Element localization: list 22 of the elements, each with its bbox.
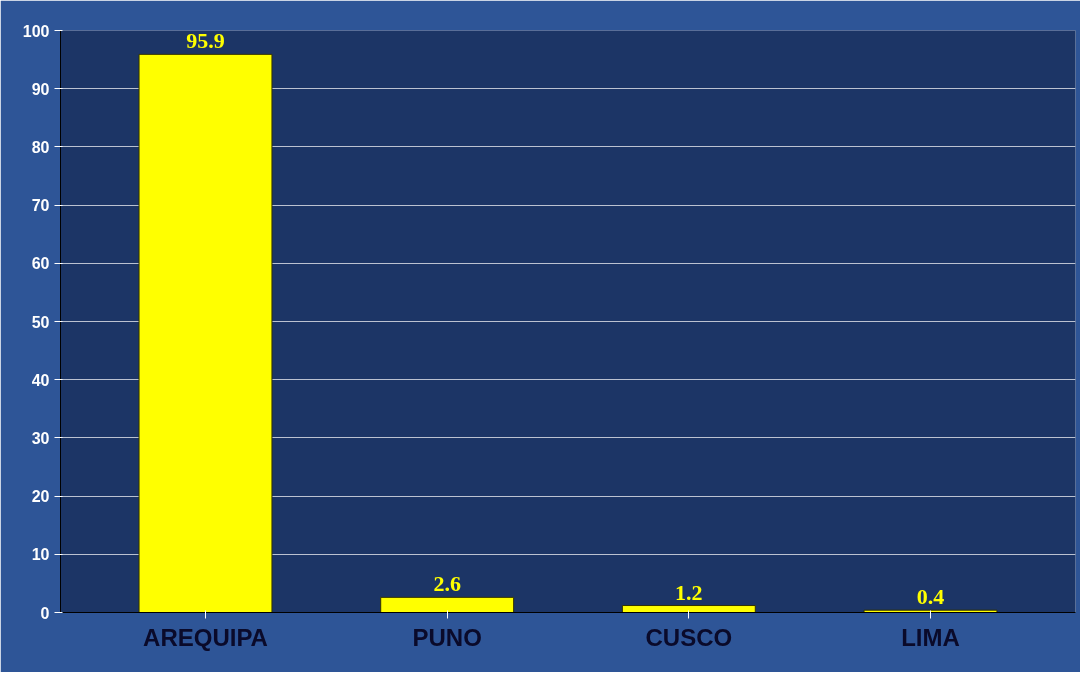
- y-tick-label: 0: [40, 604, 50, 622]
- bar: [621, 605, 756, 613]
- x-tick-label: PUNO: [412, 623, 482, 651]
- bar: [138, 53, 273, 613]
- data-label: 95.9: [186, 28, 225, 54]
- y-tick-label: 10: [31, 546, 50, 564]
- data-label: 0.4: [916, 584, 945, 610]
- y-tick-label: 90: [31, 80, 50, 98]
- y-tick-label: 50: [31, 313, 50, 331]
- y-tick-label: 60: [31, 255, 50, 273]
- x-tick-label: CUSCO: [645, 623, 733, 651]
- x-tick-label: LIMA: [901, 623, 960, 651]
- data-label: 2.6: [433, 571, 461, 597]
- y-tick-label: 70: [31, 197, 50, 215]
- bar: [380, 596, 515, 613]
- y-tick-label: 30: [31, 429, 50, 447]
- y-tick-label: 80: [31, 138, 50, 156]
- x-tick-label: AREQUIPA: [143, 623, 268, 651]
- data-label: 1.2: [675, 579, 703, 605]
- y-tick-label: 20: [31, 488, 50, 506]
- y-tick-label: 40: [31, 371, 50, 389]
- y-tick-label: 100: [22, 22, 50, 40]
